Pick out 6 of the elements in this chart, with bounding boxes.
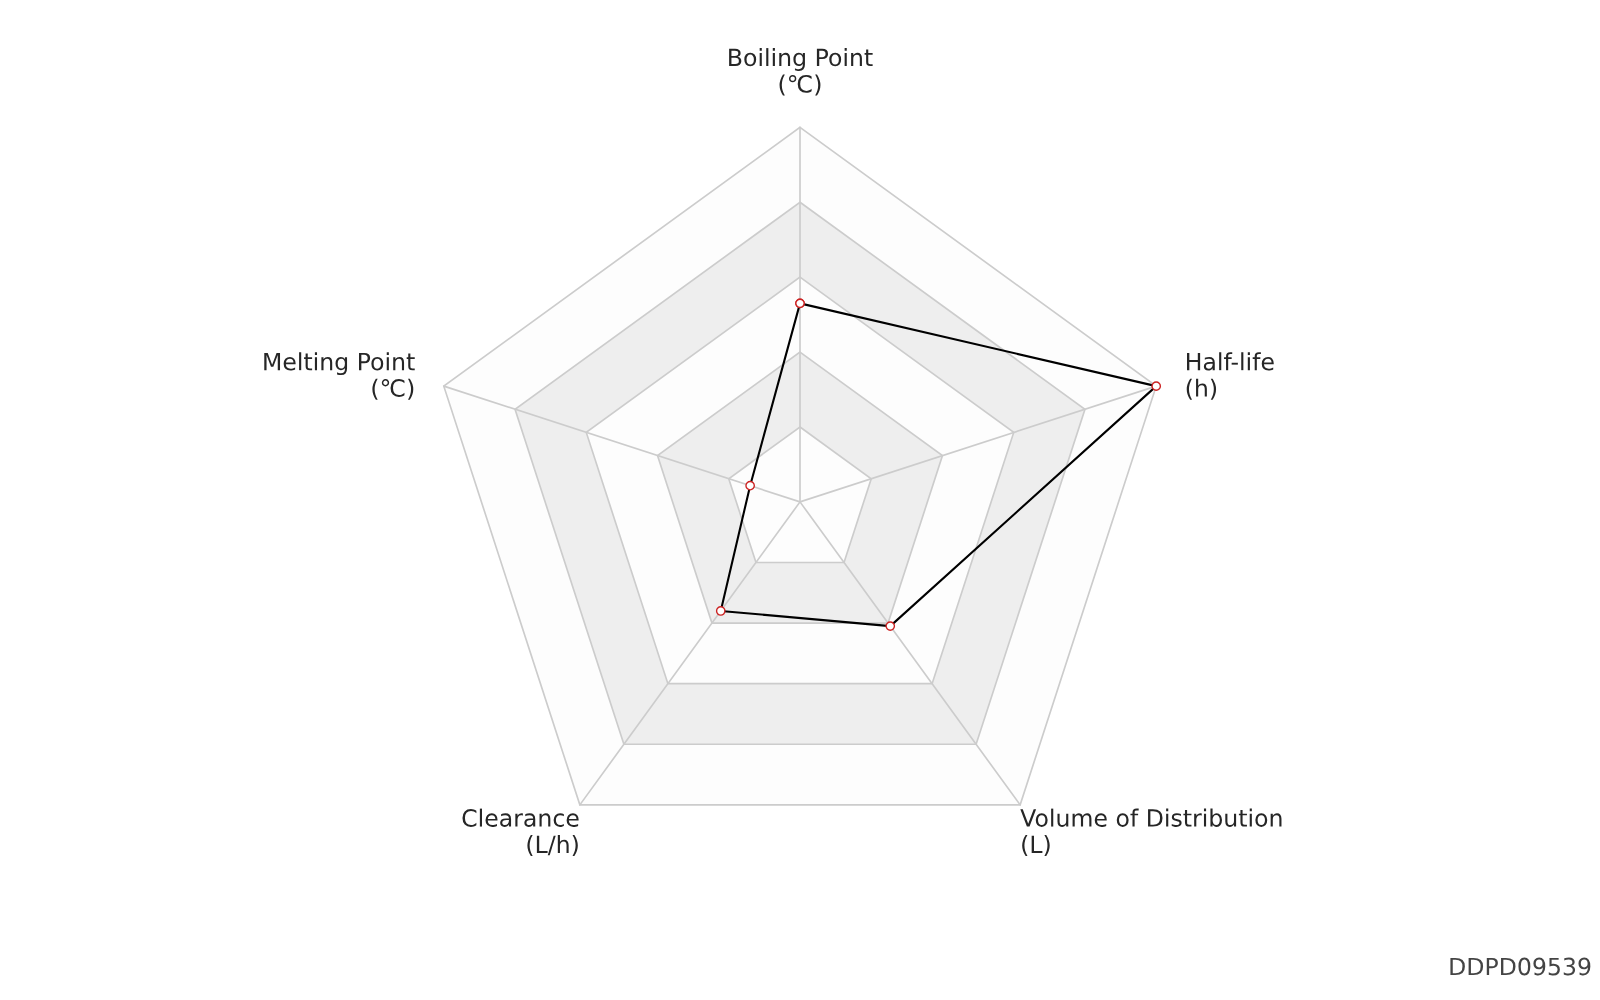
- spoke-label: Volume of Distribution (L): [1020, 808, 1282, 857]
- text: DDPD09539: [1450, 957, 1591, 976]
- spoke-label: Melting Point (℃): [264, 352, 415, 400]
- spoke-label: Half-life (h): [1186, 352, 1274, 400]
- spoke-label: Clearance (L/h): [462, 808, 579, 857]
- spoke-label: Boiling Point (℃): [729, 48, 873, 96]
